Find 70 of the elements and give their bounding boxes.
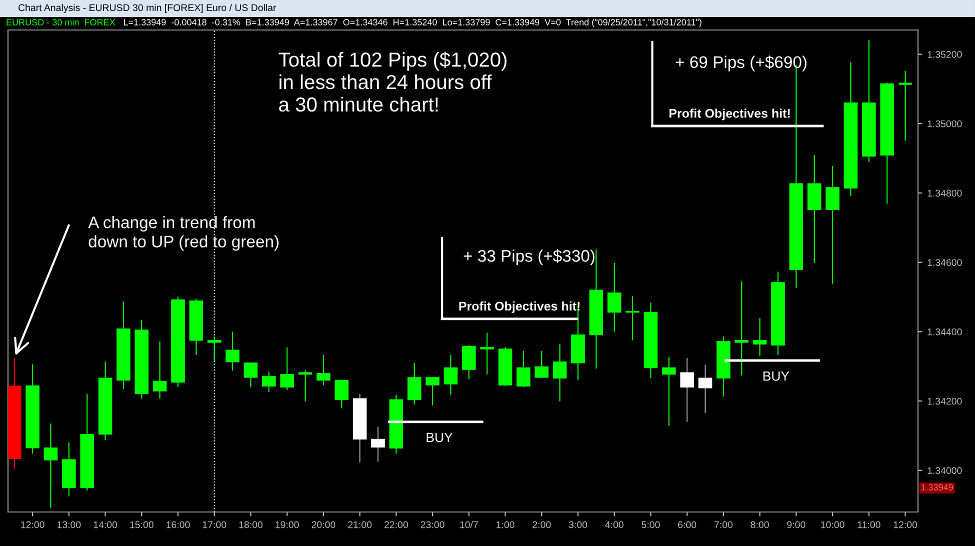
annotation: 1.33949 [921,484,953,490]
candlestick [316,354,330,386]
candlestick [426,376,440,406]
candlestick [898,70,913,142]
x-tick-label: 22:00 [384,521,408,528]
x-tick-label: 4:00 [605,521,624,528]
y-tick-label: 1.34200 [928,398,962,405]
x-tick-label: 12:00 [894,521,918,528]
x-tick-label: 10/7 [460,521,478,528]
x-tick-label: 17:00 [202,521,226,528]
y-tick-label: 1.34400 [928,328,962,336]
annotation: A change in trend from down to UP (red to green) [88,216,279,251]
text: EURUSD - 30 min FOREX [6,18,116,26]
x-tick-label: 8:00 [750,521,769,528]
candlestick [44,423,58,509]
candlestick [607,262,622,332]
y-tick-label: 1.34000 [928,467,962,474]
candlestick [680,357,694,422]
y-tick-label: 1.35000 [928,120,962,128]
candlestick [262,371,276,393]
candlestick [444,354,458,396]
candlestick [516,350,530,388]
ref-line-label: Profit Objectives hit! [669,108,790,120]
x-tick-label: 15:00 [130,521,154,528]
candlestick [462,344,476,380]
annotation: + 69 Pips (+$690) [676,56,806,72]
candlestick [752,318,767,357]
candlestick [152,340,167,400]
x-tick-label: 7:00 [714,521,733,528]
x-tick-label: 2:00 [532,521,551,528]
candlestick [698,364,712,414]
x-tick-label: 18:00 [239,521,263,528]
chart-title: Chart Analysis - EURUSD 30 min [FOREX] Euro / US Dollar [18,4,276,14]
candlestick [244,362,258,388]
ref-line-label: BUY [763,372,790,381]
x-tick-label: 20:00 [312,521,336,528]
x-tick-label: 9:00 [787,521,806,528]
candlestick [226,331,240,372]
x-tick-label: 1:00 [496,521,514,528]
candlestick [662,356,676,426]
x-tick-label: 19:00 [276,521,299,528]
candlestick [371,426,385,462]
x-tick-label: 5:00 [642,521,660,528]
y-tick-label: 1.35200 [928,51,962,58]
candlestick [334,380,349,409]
candlestick [407,362,422,406]
x-tick-label: 13:00 [57,521,81,528]
candlestick [534,350,549,379]
candlestick [552,344,567,402]
candlestick [826,165,840,285]
x-tick-label: 21:00 [348,521,372,528]
x-tick-label: 10:00 [821,521,844,528]
candlestick [480,332,494,375]
text: L=1.33949 -0.00418 -0.31% B=1.33949 A=1.33967 O=1.34346 H=1.35240 Lo=1.33799 C=1.33949 V=0 Trend ("09/25/2011","10/31/2011") [124,18,702,28]
y-tick-label: 1.34800 [928,190,962,197]
x-tick-label: 23:00 [420,521,444,528]
candlestick [207,336,222,362]
x-tick-label: 12:00 [21,521,44,528]
ref-line-label: Profit Objectives hit! [459,301,580,314]
x-tick-label: 11:00 [858,521,880,528]
candlestick [734,280,749,376]
ref-line-label: BUY [426,432,453,442]
candlestick [280,346,294,390]
x-tick-label: 3:00 [568,521,588,528]
y-tick-label: 1.34600 [928,259,962,266]
x-tick-label: 14:00 [94,521,118,528]
x-tick-label: 6:00 [678,521,696,528]
x-tick-label: 16:00 [166,521,190,528]
annotation: + 33 Pips (+$330) [464,249,594,266]
annotation: Total of 102 Pips ($1,020) in less than 24 hours off a 30 minute chart! [278,52,507,112]
